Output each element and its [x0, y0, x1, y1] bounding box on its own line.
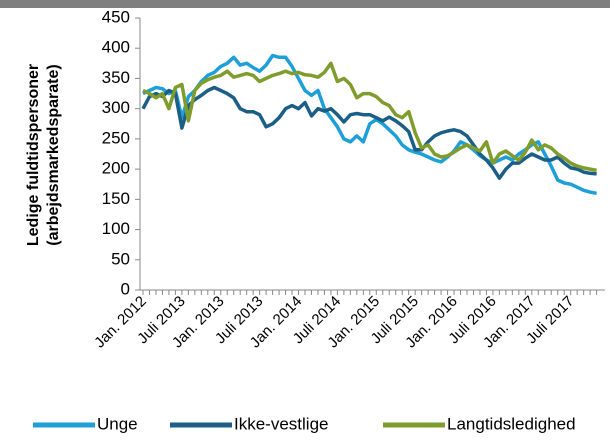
- legend-label: Ikke-vestlige: [234, 414, 328, 433]
- legend-item: Unge: [33, 414, 138, 433]
- y-axis-label-line: Ledige fuldtidspersoner: [25, 64, 42, 246]
- y-tick-label: 250: [102, 128, 130, 147]
- legend-label: Unge: [97, 414, 138, 433]
- legend-item: Langtidsledighed: [383, 414, 576, 433]
- y-tick-label: 300: [102, 98, 130, 117]
- y-tick-label: 200: [102, 159, 130, 178]
- top-bar: [0, 0, 610, 8]
- y-axis-label-line: (arbejdsmarkedsparate): [45, 64, 62, 245]
- y-tick-label: 400: [102, 38, 130, 57]
- y-tick-label: 150: [102, 189, 130, 208]
- y-tick-label: 350: [102, 68, 130, 87]
- legend-item: Ikke-vestlige: [170, 414, 328, 433]
- y-tick-label: 100: [102, 219, 130, 238]
- y-axis-label: Ledige fuldtidspersoner (arbejdsmarkedsp…: [25, 64, 62, 246]
- y-tick-label: 0: [121, 279, 130, 298]
- y-tick-label: 50: [111, 249, 130, 268]
- series-line: [142, 61, 597, 173]
- series-line: [141, 85, 597, 180]
- legend-label: Langtidsledighed: [447, 414, 576, 433]
- series-line: [142, 53, 597, 196]
- y-tick-label: 450: [102, 7, 130, 26]
